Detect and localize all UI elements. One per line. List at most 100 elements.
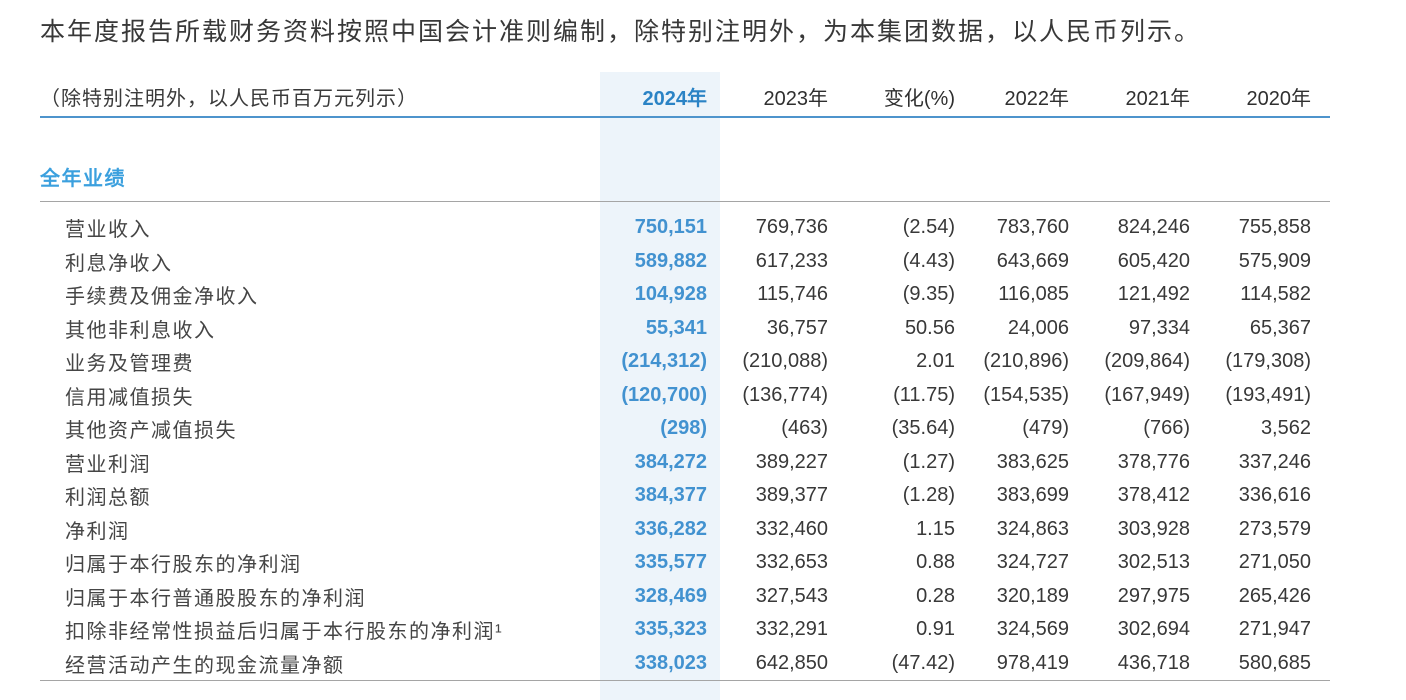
value: 0.91 xyxy=(916,618,955,641)
value: 0.88 xyxy=(916,551,955,574)
value-2024: (214,312) xyxy=(621,350,707,373)
value: (11.75) xyxy=(893,383,955,406)
column-header-2024: 2024年 xyxy=(600,70,720,118)
column-header-2020: 2020年 xyxy=(1203,70,1330,118)
table-row: 扣除非经常性损益后归属于本行股东的净利润¹ 335,323 332,291 0.91 3… xyxy=(40,613,1330,647)
value: 271,947 xyxy=(1238,618,1311,641)
table-row: 其他资产减值损失 (298) (463) (35.64) (479) (766) 3,562 xyxy=(40,412,1330,446)
value: 378,412 xyxy=(1117,484,1190,507)
table-row: 手续费及佣金净收入 104,928 115,746 (9.35) 116,085 121,… xyxy=(40,278,1330,312)
value: 783,760 xyxy=(996,216,1069,239)
value: (463) xyxy=(781,417,828,440)
table-row: 利润总额 384,377 389,377 (1.28) 383,699 378,412 33… xyxy=(40,479,1330,513)
value: (154,535) xyxy=(983,383,1069,406)
value-2024: 338,023 xyxy=(600,646,720,681)
value: 643,669 xyxy=(996,249,1069,272)
value: 389,377 xyxy=(755,484,828,507)
report-basis-note: 本年度报告所载财务资料按照中国会计准则编制，除特别注明外，为本集团数据，以人民币… xyxy=(40,18,1202,46)
spacer-row xyxy=(40,202,1330,212)
value: 617,233 xyxy=(755,249,828,272)
table-row: 其他非利息收入 55,341 36,757 50.56 24,006 97,334 65,3… xyxy=(40,312,1330,346)
value: 302,513 xyxy=(1117,551,1190,574)
value: 324,569 xyxy=(996,618,1069,641)
row-label: 营业收入 xyxy=(65,219,151,242)
value: 2.01 xyxy=(916,350,955,373)
value: 320,189 xyxy=(996,584,1069,607)
value: (479) xyxy=(1022,417,1069,440)
value: 605,420 xyxy=(1117,249,1190,272)
value: 36,757 xyxy=(766,316,828,339)
table-row: 营业收入 750,151 769,736 (2.54) 783,760 824,246 75… xyxy=(40,211,1330,245)
row-label: 归属于本行普通股股东的净利润 xyxy=(65,587,366,610)
value: 824,246 xyxy=(1117,216,1190,239)
value: 575,909 xyxy=(1238,249,1311,272)
value: 265,426 xyxy=(1238,584,1311,607)
section-row: 全年业绩 xyxy=(40,117,1330,202)
value-2024: 589,882 xyxy=(634,249,707,272)
value-2024: 104,928 xyxy=(634,283,707,306)
value: (1.28) xyxy=(902,484,955,507)
row-label: 利润总额 xyxy=(65,487,151,510)
value: (179,308) xyxy=(1225,350,1311,373)
value: 383,699 xyxy=(996,484,1069,507)
value: 115,746 xyxy=(757,283,828,306)
value: 332,291 xyxy=(755,618,828,641)
row-label: 经营活动产生的现金流量净额 xyxy=(40,646,600,681)
column-header-2021: 2021年 xyxy=(1082,70,1203,118)
value: 336,616 xyxy=(1238,484,1311,507)
value: 121,492 xyxy=(1117,283,1190,306)
table-row: 归属于本行普通股股东的净利润 328,469 327,543 0.28 320,189 2… xyxy=(40,580,1330,614)
table-row: 净利润 336,282 332,460 1.15 324,863 303,928 273,5… xyxy=(40,513,1330,547)
value-2024: 384,272 xyxy=(634,450,707,473)
table-row: 营业利润 384,272 389,227 (1.27) 383,625 378,776 33… xyxy=(40,446,1330,480)
value: 65,367 xyxy=(1249,316,1311,339)
value-2024: 384,377 xyxy=(634,484,707,507)
value: 0.28 xyxy=(916,584,955,607)
value: 580,685 xyxy=(1203,646,1330,681)
value: (4.43) xyxy=(902,249,955,272)
table-row: 业务及管理费 (214,312) (210,088) 2.01 (210,896) (20… xyxy=(40,345,1330,379)
row-label: 净利润 xyxy=(65,520,130,543)
value-2024: (298) xyxy=(660,417,707,440)
value: 324,727 xyxy=(996,551,1069,574)
value: 1.15 xyxy=(916,517,955,540)
row-label: 信用减值损失 xyxy=(65,386,194,409)
value: 389,227 xyxy=(755,450,828,473)
value-2024: 328,469 xyxy=(634,584,707,607)
value-2024: 335,323 xyxy=(634,618,707,641)
value: (167,949) xyxy=(1104,383,1190,406)
value: 24,006 xyxy=(1007,316,1069,339)
table-row: 信用减值损失 (120,700) (136,774) (11.75) (154,535)… xyxy=(40,379,1330,413)
value-2024: 335,577 xyxy=(634,551,707,574)
value: 97,334 xyxy=(1128,316,1190,339)
table-body: 全年业绩 营业收入 750,151 769,736 (2.54) 783,760 824,… xyxy=(40,117,1330,681)
value: (1.27) xyxy=(902,450,955,473)
value: (9.35) xyxy=(902,283,955,306)
value: 327,543 xyxy=(755,584,828,607)
value: 3,562 xyxy=(1260,417,1311,440)
value: 50.56 xyxy=(904,316,955,339)
value: (2.54) xyxy=(902,216,955,239)
value: 302,694 xyxy=(1117,618,1190,641)
value: 383,625 xyxy=(996,450,1069,473)
value: (193,491) xyxy=(1225,383,1311,406)
value: 297,975 xyxy=(1117,584,1190,607)
column-header-change: 变化(%) xyxy=(841,70,968,118)
value: 378,776 xyxy=(1117,450,1190,473)
table-row: 归属于本行股东的净利润 335,577 332,653 0.88 324,727 302,… xyxy=(40,546,1330,580)
table-row: 利息净收入 589,882 617,233 (4.43) 643,669 605,420 5… xyxy=(40,245,1330,279)
table-header-row: （除特别注明外，以人民币百万元列示） 2024年 2023年 变化(%) 202… xyxy=(40,70,1330,118)
row-label: 归属于本行股东的净利润 xyxy=(65,554,302,577)
value: 436,718 xyxy=(1082,646,1203,681)
value: 642,850 xyxy=(720,646,841,681)
unit-label: （除特别注明外，以人民币百万元列示） xyxy=(40,70,600,118)
value: 332,460 xyxy=(755,517,828,540)
value: 303,928 xyxy=(1117,517,1190,540)
column-header-2023: 2023年 xyxy=(720,70,841,118)
value: (210,896) xyxy=(983,350,1069,373)
value-2024: 55,341 xyxy=(645,316,707,339)
value: 116,085 xyxy=(998,283,1069,306)
row-label: 营业利润 xyxy=(65,453,151,476)
value: 337,246 xyxy=(1238,450,1311,473)
value: 114,582 xyxy=(1240,283,1311,306)
